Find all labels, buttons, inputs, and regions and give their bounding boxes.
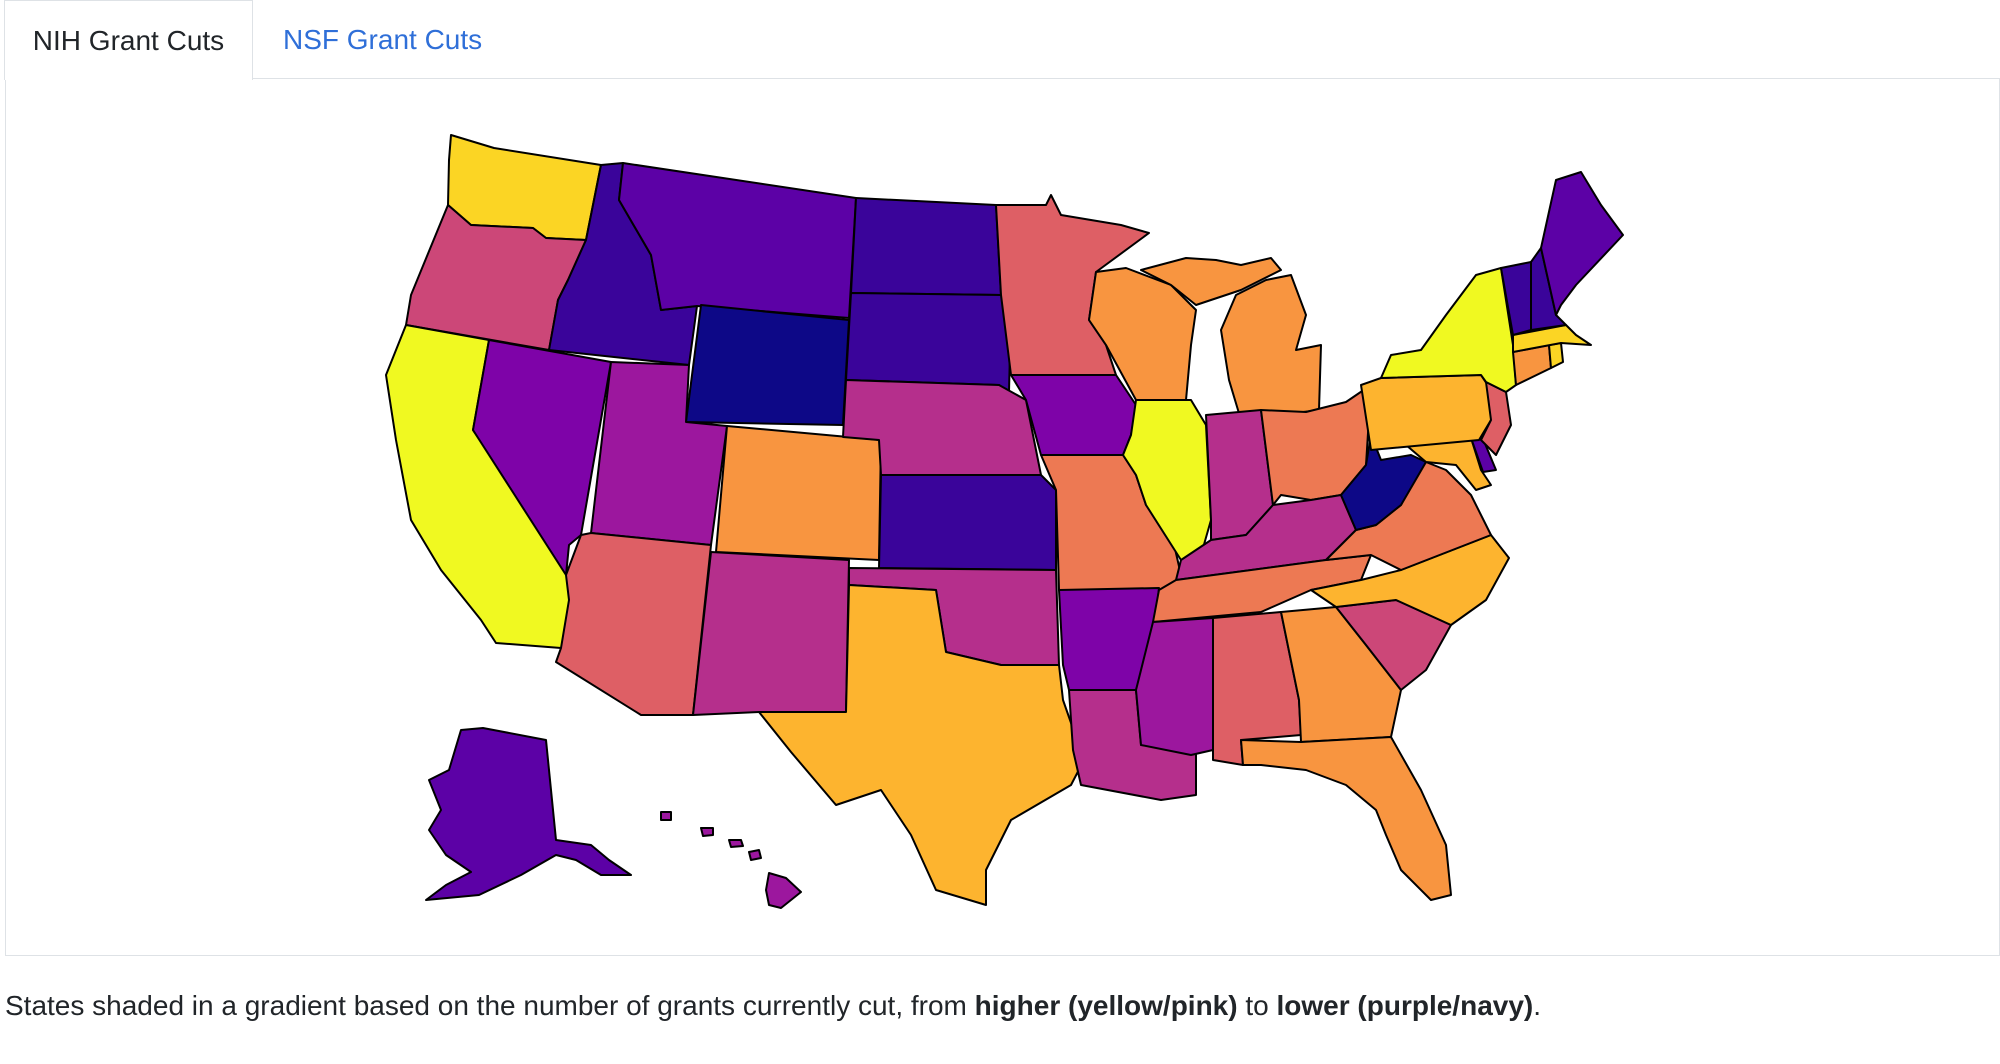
- state-wy[interactable]: [685, 304, 850, 426]
- state-nd[interactable]: [850, 197, 1002, 296]
- state-wi[interactable]: [1088, 267, 1197, 401]
- state-ks[interactable]: [878, 474, 1057, 571]
- tab-nih-grant-cuts[interactable]: NIH Grant Cuts: [4, 0, 253, 80]
- state-mi[interactable]: [1220, 274, 1322, 421]
- state-az[interactable]: [555, 532, 712, 716]
- state-fl[interactable]: [1240, 736, 1452, 901]
- tab-nsf-grant-cuts[interactable]: NSF Grant Cuts: [283, 24, 483, 55]
- caption-text-middle: to: [1237, 990, 1277, 1021]
- state-tx[interactable]: [758, 584, 1085, 906]
- state-ak[interactable]: [425, 727, 632, 901]
- tab-bar: NIH Grant Cuts NSF Grant Cuts: [0, 0, 2000, 80]
- caption-text-after: .: [1533, 990, 1542, 1021]
- caption-text-before: States shaded in a gradient based on the…: [5, 990, 975, 1021]
- state-pa[interactable]: [1360, 374, 1500, 451]
- caption-low-label: lower (purple/navy): [1276, 990, 1534, 1021]
- state-nm[interactable]: [692, 551, 850, 716]
- map-caption: States shaded in a gradient based on the…: [5, 990, 1541, 1022]
- state-nh[interactable]: [1530, 247, 1567, 331]
- caption-high-label: higher (yellow/pink): [974, 990, 1238, 1021]
- state-co[interactable]: [715, 425, 882, 561]
- state-mi-upper[interactable]: [1140, 257, 1282, 306]
- state-ny[interactable]: [1380, 267, 1517, 393]
- us-choropleth-map: [385, 134, 1624, 909]
- state-hi[interactable]: [660, 811, 802, 909]
- state-nc[interactable]: [1310, 534, 1510, 626]
- state-me[interactable]: [1540, 171, 1624, 316]
- tab-bar-divider: [252, 78, 2000, 79]
- state-ri[interactable]: [1548, 342, 1564, 369]
- state-wv[interactable]: [1340, 434, 1427, 531]
- state-sd[interactable]: [845, 292, 1012, 393]
- map-panel: [5, 78, 2000, 956]
